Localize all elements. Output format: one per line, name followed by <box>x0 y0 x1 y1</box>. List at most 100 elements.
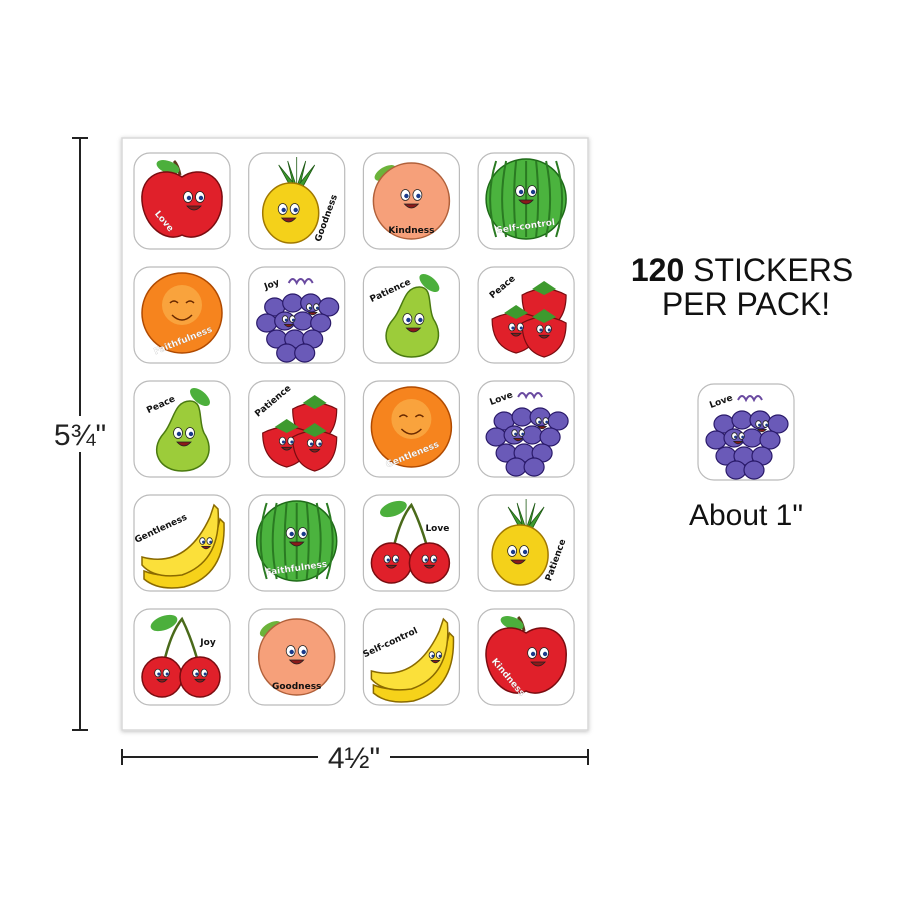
sticker: Joy <box>248 266 346 364</box>
pupil <box>416 193 421 199</box>
pupil <box>290 440 294 444</box>
pupil <box>293 207 298 213</box>
grape <box>767 414 789 434</box>
stripe <box>315 502 322 580</box>
pupil <box>315 306 319 310</box>
eye <box>511 429 518 437</box>
pupil <box>284 318 288 322</box>
stripe <box>501 160 508 238</box>
mouth <box>385 564 398 569</box>
pear-body <box>155 400 210 472</box>
banana-body <box>370 617 449 691</box>
pupil <box>157 672 161 676</box>
calyx <box>274 419 299 433</box>
mouth <box>194 678 206 683</box>
grape <box>731 410 753 430</box>
grape <box>521 425 543 445</box>
pupil <box>309 442 314 446</box>
pupil <box>539 328 543 332</box>
stripe <box>535 160 540 238</box>
pupil <box>165 672 169 676</box>
peach-body <box>257 618 336 696</box>
mouth <box>403 203 420 209</box>
eye <box>762 420 769 428</box>
grape <box>539 427 561 447</box>
sticker-label: Love <box>425 524 449 534</box>
cherry <box>408 542 451 584</box>
pupil <box>431 654 435 658</box>
sticker: Love <box>477 380 575 478</box>
mouth <box>510 559 526 565</box>
grape <box>276 343 298 363</box>
sticker: Self-control <box>362 608 460 706</box>
stripe <box>283 502 288 580</box>
pupil <box>519 326 523 330</box>
mouth <box>280 446 293 451</box>
eye <box>535 417 542 425</box>
leaf <box>156 160 180 174</box>
eye <box>281 315 289 323</box>
pupil <box>734 435 737 439</box>
stripe <box>489 160 498 238</box>
vine <box>287 278 314 286</box>
stripe <box>555 160 564 238</box>
pupil <box>404 193 409 199</box>
stripe <box>325 502 334 580</box>
eye <box>435 651 443 659</box>
leaf <box>190 388 210 406</box>
leaf <box>419 274 440 292</box>
apple-body <box>485 627 567 694</box>
pear-body <box>385 286 440 358</box>
eye <box>199 537 206 545</box>
sticker-label: Joy <box>199 638 216 648</box>
pupil <box>198 195 204 201</box>
pupil <box>318 442 322 446</box>
mouth <box>430 660 441 664</box>
grape <box>759 430 781 450</box>
stems <box>390 502 431 558</box>
mouth <box>513 438 524 442</box>
sticker: Joy <box>133 608 231 706</box>
sample-caption: About 1" <box>689 499 803 532</box>
calyx <box>302 423 327 437</box>
pupil <box>538 420 541 424</box>
pupil <box>418 317 423 323</box>
sticker-label: Kindness <box>388 226 434 236</box>
pupil <box>518 189 524 195</box>
pupil <box>308 306 312 310</box>
grape <box>485 427 507 447</box>
mouth <box>423 564 436 569</box>
eye <box>731 432 738 440</box>
leaf <box>500 616 524 630</box>
height-label: 5¾" <box>54 419 106 452</box>
smile <box>171 314 193 321</box>
apple-body <box>141 171 223 238</box>
mouth <box>156 678 168 683</box>
stripe <box>271 502 278 580</box>
sticker-count: 120 <box>631 252 684 288</box>
grape <box>511 407 533 427</box>
grape <box>705 430 727 450</box>
pupil <box>765 423 768 427</box>
leaf <box>150 614 178 632</box>
calyx <box>302 395 327 409</box>
mouth <box>538 334 550 339</box>
mouth <box>283 324 294 328</box>
pupil <box>741 435 744 439</box>
sticker: Goodness <box>248 152 346 250</box>
pupil <box>522 549 528 555</box>
stems <box>160 616 202 672</box>
pupil <box>188 431 194 437</box>
pupil <box>433 558 437 562</box>
pupil <box>289 649 294 655</box>
pupil <box>545 420 549 424</box>
mouth <box>288 659 305 665</box>
sticker: Gentleness <box>362 380 460 478</box>
pupil <box>209 540 212 544</box>
grape <box>741 428 763 448</box>
pupil <box>386 558 390 562</box>
pupil <box>281 207 286 213</box>
sticker: Patience <box>477 494 575 592</box>
sticker: Self-control <box>477 152 575 250</box>
cherry <box>141 656 183 698</box>
